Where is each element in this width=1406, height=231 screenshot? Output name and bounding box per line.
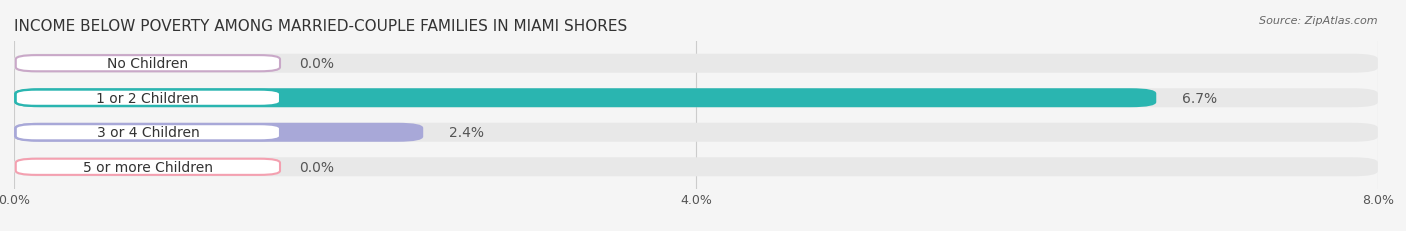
FancyBboxPatch shape xyxy=(14,89,1156,108)
Text: 5 or more Children: 5 or more Children xyxy=(83,160,212,174)
FancyBboxPatch shape xyxy=(15,56,280,72)
Text: INCOME BELOW POVERTY AMONG MARRIED-COUPLE FAMILIES IN MIAMI SHORES: INCOME BELOW POVERTY AMONG MARRIED-COUPL… xyxy=(14,18,627,33)
FancyBboxPatch shape xyxy=(14,123,1378,142)
Text: No Children: No Children xyxy=(107,57,188,71)
Text: 0.0%: 0.0% xyxy=(298,57,333,71)
FancyBboxPatch shape xyxy=(14,123,423,142)
FancyBboxPatch shape xyxy=(14,89,1378,108)
Text: 6.7%: 6.7% xyxy=(1182,91,1218,105)
FancyBboxPatch shape xyxy=(15,159,280,175)
FancyBboxPatch shape xyxy=(15,125,280,141)
FancyBboxPatch shape xyxy=(15,90,280,106)
Text: 3 or 4 Children: 3 or 4 Children xyxy=(97,126,200,140)
Text: 2.4%: 2.4% xyxy=(449,126,484,140)
Text: 1 or 2 Children: 1 or 2 Children xyxy=(97,91,200,105)
FancyBboxPatch shape xyxy=(14,158,1378,176)
Text: Source: ZipAtlas.com: Source: ZipAtlas.com xyxy=(1260,16,1378,26)
Text: 0.0%: 0.0% xyxy=(298,160,333,174)
FancyBboxPatch shape xyxy=(14,55,1378,73)
